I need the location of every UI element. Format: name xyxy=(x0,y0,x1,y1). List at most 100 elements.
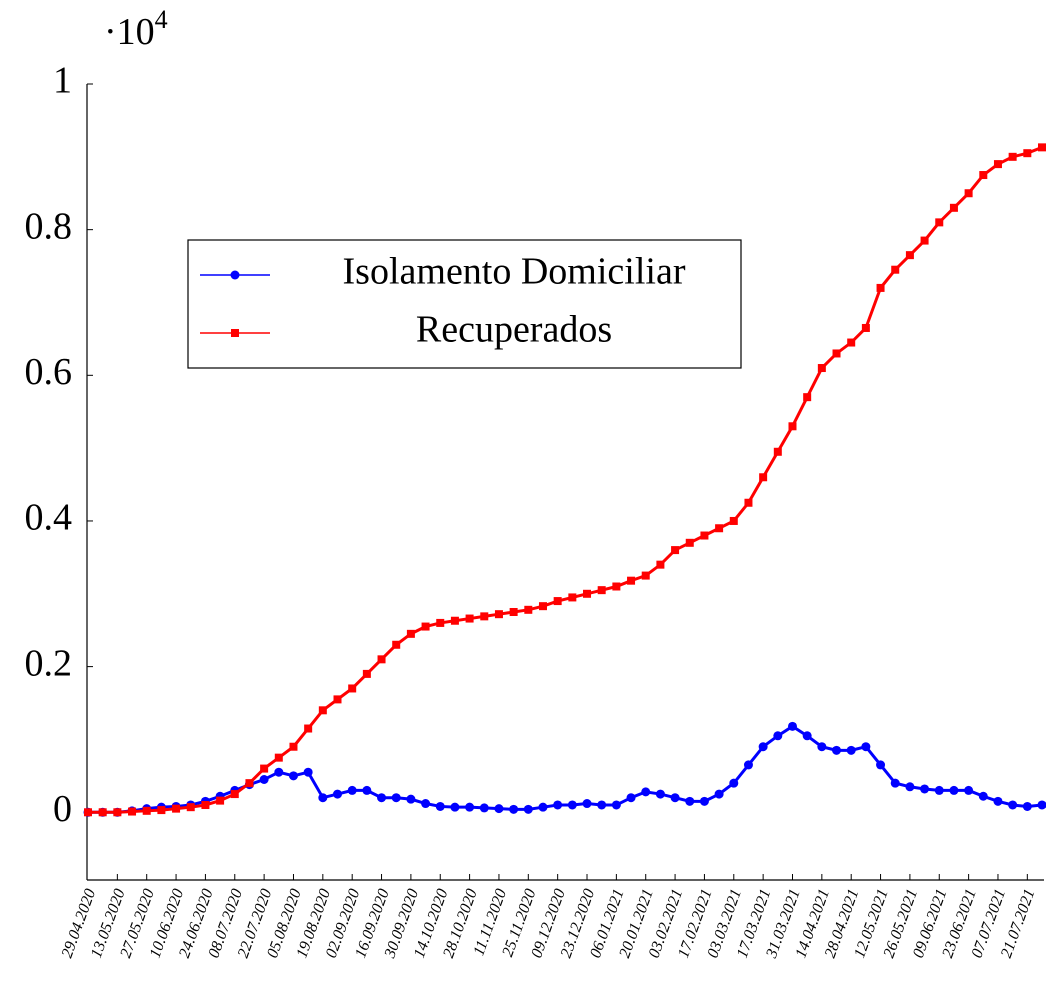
marker xyxy=(1022,801,1032,811)
marker xyxy=(421,622,430,631)
marker xyxy=(274,753,283,762)
marker xyxy=(611,800,621,810)
marker xyxy=(538,602,547,611)
marker xyxy=(465,614,474,623)
marker xyxy=(773,447,782,456)
marker xyxy=(245,779,254,788)
y-tick-label: 0 xyxy=(53,788,72,830)
marker xyxy=(524,605,533,614)
marker xyxy=(979,171,988,180)
marker xyxy=(436,618,445,627)
marker xyxy=(626,793,636,803)
marker xyxy=(523,804,533,814)
marker xyxy=(641,787,651,797)
marker xyxy=(435,801,445,811)
marker xyxy=(964,189,973,198)
marker xyxy=(905,251,914,260)
series-markers xyxy=(83,721,1046,817)
marker xyxy=(553,800,563,810)
marker xyxy=(333,695,342,704)
marker xyxy=(656,560,665,569)
marker xyxy=(494,610,503,619)
marker xyxy=(450,802,460,812)
marker xyxy=(406,629,415,638)
marker xyxy=(861,323,870,332)
y-tick-label: 0.2 xyxy=(25,642,73,684)
marker xyxy=(876,760,886,770)
marker xyxy=(230,790,239,799)
marker xyxy=(392,640,401,649)
marker xyxy=(509,607,518,616)
marker xyxy=(905,782,915,792)
marker xyxy=(450,616,459,625)
marker xyxy=(288,771,298,781)
marker xyxy=(949,203,958,212)
marker xyxy=(480,612,489,621)
marker xyxy=(773,731,783,741)
marker xyxy=(964,785,974,795)
series-line xyxy=(88,724,1043,814)
marker xyxy=(1023,149,1032,158)
marker xyxy=(391,793,401,803)
marker xyxy=(1008,152,1017,161)
marker xyxy=(128,807,137,816)
marker xyxy=(978,791,988,801)
marker xyxy=(949,785,959,795)
marker xyxy=(567,800,577,810)
marker xyxy=(788,422,797,431)
marker xyxy=(803,393,812,402)
marker xyxy=(759,473,768,482)
marker xyxy=(259,774,269,784)
marker xyxy=(333,789,343,799)
marker xyxy=(817,742,827,752)
marker xyxy=(715,524,724,533)
legend-box xyxy=(187,239,742,369)
marker xyxy=(348,684,357,693)
marker xyxy=(186,803,195,812)
marker xyxy=(1037,800,1046,810)
marker xyxy=(289,742,298,751)
marker xyxy=(568,593,577,602)
marker xyxy=(787,721,797,731)
marker xyxy=(377,793,387,803)
marker xyxy=(494,804,504,814)
marker xyxy=(274,767,284,777)
marker xyxy=(201,800,210,809)
legend-marker xyxy=(231,329,239,337)
marker xyxy=(846,745,856,755)
marker xyxy=(157,806,166,815)
marker xyxy=(142,806,151,815)
marker xyxy=(743,760,753,770)
marker xyxy=(920,236,929,245)
marker xyxy=(993,160,1002,169)
marker xyxy=(318,793,328,803)
y-multiplier: ·104 xyxy=(104,5,168,53)
marker xyxy=(260,764,269,773)
marker xyxy=(1008,800,1018,810)
legend-marker xyxy=(230,270,240,280)
marker xyxy=(714,789,724,799)
y-tick-label: 0.8 xyxy=(25,205,73,247)
marker xyxy=(583,589,592,598)
marker xyxy=(817,364,826,373)
series-markers xyxy=(84,143,1046,817)
marker xyxy=(98,808,107,817)
marker xyxy=(538,802,548,812)
marker xyxy=(802,731,812,741)
marker xyxy=(362,785,372,795)
marker xyxy=(113,808,122,817)
marker xyxy=(700,531,709,540)
marker xyxy=(920,784,930,794)
marker xyxy=(479,803,489,813)
marker xyxy=(84,808,92,817)
marker xyxy=(303,767,313,777)
marker xyxy=(304,724,313,733)
legend-label: Recuperados xyxy=(416,309,612,351)
marker xyxy=(699,796,709,806)
marker xyxy=(729,516,738,525)
marker xyxy=(890,778,900,788)
marker xyxy=(993,796,1003,806)
marker xyxy=(172,804,181,813)
